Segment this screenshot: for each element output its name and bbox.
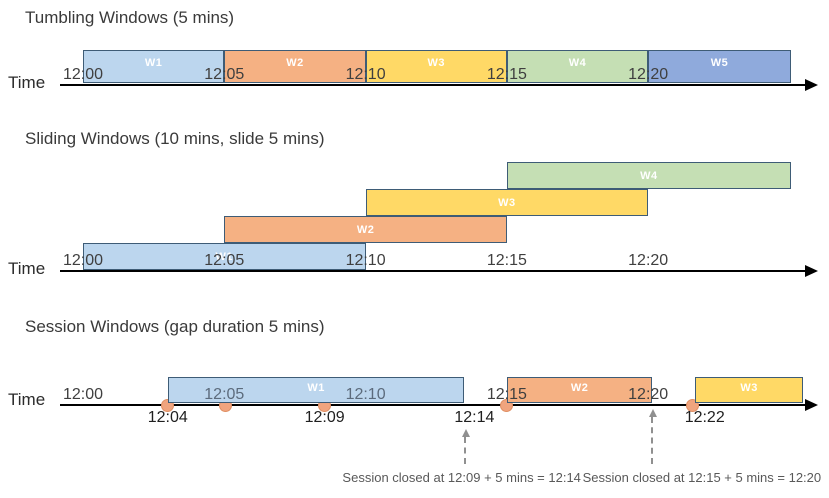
session-tick-1220: 12:20 xyxy=(628,386,669,403)
tumbling-tick-1220: 12:20 xyxy=(628,66,669,83)
session-event-time-label-1214: 12:14 xyxy=(454,409,495,426)
tumbling-window-label-w3: W3 xyxy=(427,56,445,69)
session-window-label-w1: W1 xyxy=(307,382,325,394)
tumbling-tick-1210: 12:10 xyxy=(345,66,386,83)
tumbling-timeline xyxy=(60,84,806,86)
tumbling-time-axis-label: Time xyxy=(8,73,46,92)
sliding-window-label-w4: W4 xyxy=(640,169,658,182)
tumbling-window-label-w4: W4 xyxy=(568,56,587,69)
session-tick-1205: 12:05 xyxy=(204,386,245,403)
sliding-timeline-arrowhead xyxy=(805,265,818,277)
tumbling-window-w5: W5 xyxy=(648,50,791,83)
session-annotation-arrow xyxy=(649,409,658,464)
tumbling-timeline-arrowhead xyxy=(805,79,818,91)
sliding-window-w4: W4 xyxy=(506,162,791,189)
session-window-label-w3: W3 xyxy=(740,382,758,394)
tumbling-tick-1215: 12:15 xyxy=(486,66,527,83)
session-event-time-label-1204: 12:04 xyxy=(147,409,188,426)
session-window-w2: W2 xyxy=(506,377,653,403)
sliding-window-w2: W2 xyxy=(224,216,507,243)
session-event-time-label-1209: 12:09 xyxy=(304,409,345,426)
session-event-time-label-1222: 12:22 xyxy=(684,409,725,426)
sliding-window-label-w3: W3 xyxy=(498,196,516,209)
sliding-tick-1205: 12:05 xyxy=(204,252,245,269)
session-tick-1210: 12:10 xyxy=(345,386,386,403)
tumbling-window-label-w1: W1 xyxy=(144,56,163,69)
tumbling-window-w3: W3 xyxy=(365,50,507,83)
tumbling-window-label-w2: W2 xyxy=(286,56,304,69)
session-window-label-w2: W2 xyxy=(570,382,589,394)
session-annotation-arrow xyxy=(461,429,470,464)
sliding-window-label-w2: W2 xyxy=(356,223,375,236)
tumbling-window-w4: W4 xyxy=(506,50,649,83)
session-annotation-arrowhead xyxy=(461,429,470,437)
sliding-tick-1210: 12:10 xyxy=(345,252,386,269)
tumbling-window-w1: W1 xyxy=(83,50,225,83)
session-timeline-arrowhead xyxy=(805,399,818,411)
sliding-timeline xyxy=(60,270,806,272)
sliding-tick-1215: 12:15 xyxy=(486,252,527,269)
sliding-window-w1: W1 xyxy=(83,243,366,270)
sliding-tick-1200: 12:00 xyxy=(62,252,104,269)
sliding-window-w3: W3 xyxy=(365,189,649,216)
tumbling-tick-1200: 12:00 xyxy=(62,66,104,83)
session-time-axis-label: Time xyxy=(8,390,46,409)
tumbling-window-label-w5: W5 xyxy=(710,56,729,69)
sliding-window-label-w1: W1 xyxy=(215,250,234,263)
sliding-time-axis-label: Time xyxy=(8,259,46,278)
tumbling-title: Tumbling Windows (5 mins) xyxy=(25,8,235,27)
session-tick-1200: 12:00 xyxy=(62,386,104,403)
sliding-title: Sliding Windows (10 mins, slide 5 mins) xyxy=(25,129,325,148)
session-annotation-text: Session closed at 12:15 + 5 mins = 12:20 xyxy=(582,470,822,485)
tumbling-tick-1205: 12:05 xyxy=(204,66,245,83)
session-annotation-text: Session closed at 12:09 + 5 mins = 12:14 xyxy=(342,470,581,485)
session-annotation-arrowhead xyxy=(649,409,658,417)
tumbling-window-w2: W2 xyxy=(224,50,366,83)
session-tick-1215: 12:15 xyxy=(486,386,527,403)
session-window-w3: W3 xyxy=(695,377,804,403)
session-timeline xyxy=(60,404,806,406)
sliding-tick-1220: 12:20 xyxy=(628,252,669,269)
session-title: Session Windows (gap duration 5 mins) xyxy=(25,317,325,336)
session-window-w1: W1 xyxy=(167,377,465,403)
